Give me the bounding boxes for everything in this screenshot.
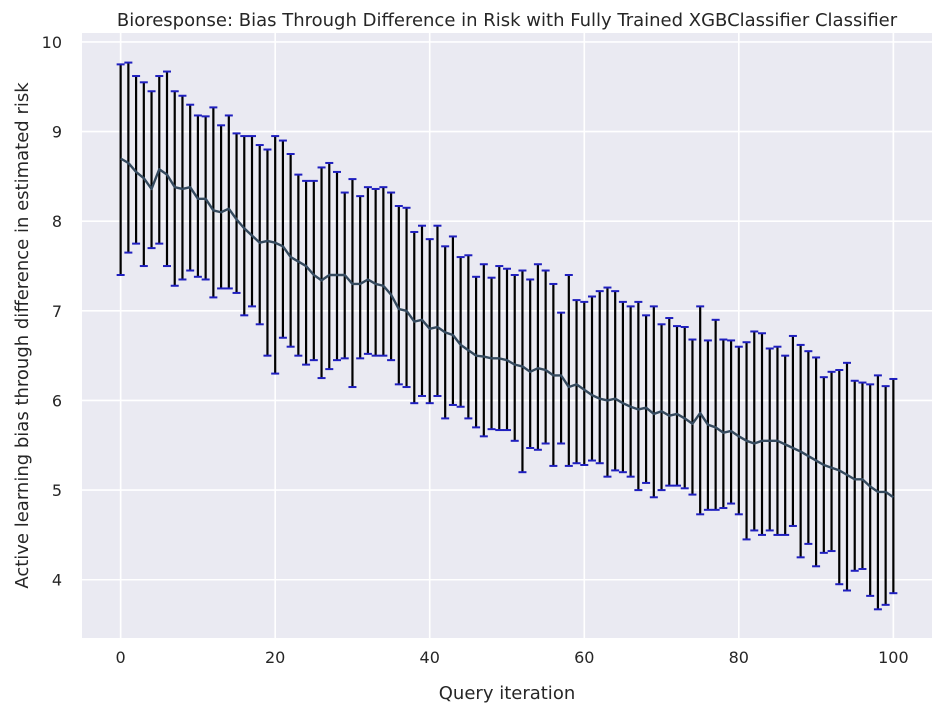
y-tick-label: 10 xyxy=(42,33,62,52)
x-tick-label: 80 xyxy=(729,648,749,667)
x-axis-label: Query iteration xyxy=(439,683,575,704)
y-tick-label: 8 xyxy=(52,212,62,231)
x-tick-label: 20 xyxy=(265,648,285,667)
y-tick-label: 5 xyxy=(52,481,62,500)
x-tick-label: 100 xyxy=(878,648,909,667)
y-tick-label: 7 xyxy=(52,302,62,321)
y-tick-label: 4 xyxy=(52,571,62,590)
y-axis-label: Active learning bias through difference … xyxy=(12,82,33,589)
x-tick-label: 0 xyxy=(116,648,126,667)
x-tick-label: 40 xyxy=(420,648,440,667)
y-tick-label: 6 xyxy=(52,391,62,410)
x-tick-label: 60 xyxy=(574,648,594,667)
tick-layer: 0 20 40 60 80 100 4 5 6 7 8 9 10 xyxy=(42,33,909,667)
y-tick-label: 9 xyxy=(52,123,62,142)
mean-bias-line xyxy=(120,157,895,499)
chart-title: Bioresponse: Bias Through Difference in … xyxy=(117,10,898,31)
line-layer xyxy=(120,157,895,499)
